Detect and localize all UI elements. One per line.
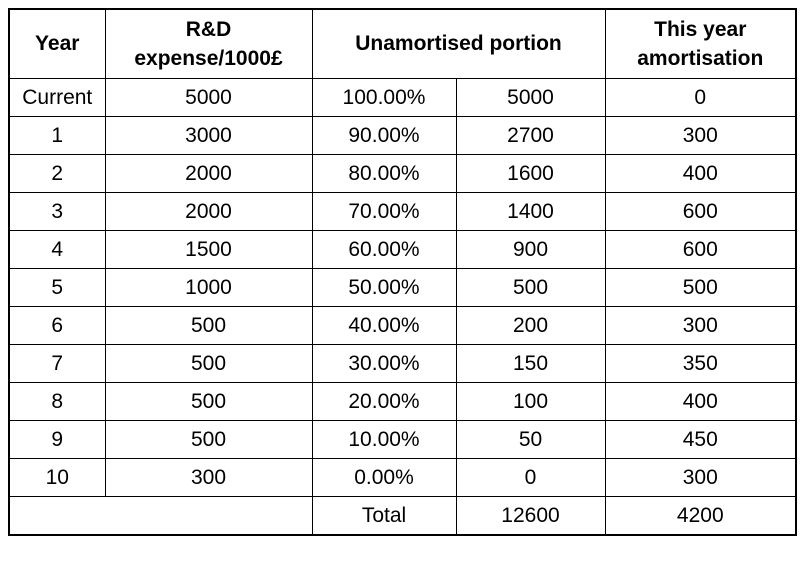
cell-unamortised-value: 1400	[455, 192, 606, 231]
header-this-year-amortisation: This year amortisation	[604, 8, 797, 79]
cell-unamortised-pct: 80.00%	[311, 154, 457, 193]
cell-expense: 2000	[104, 154, 313, 193]
total-row: Total 12600 4200	[8, 496, 797, 536]
page: Year R&D expense/1000£ Unamortised porti…	[8, 8, 798, 536]
cell-amortisation: 350	[604, 344, 797, 383]
cell-year: 5	[8, 268, 106, 307]
cell-unamortised-pct: 70.00%	[311, 192, 457, 231]
cell-amortisation: 600	[604, 230, 797, 269]
cell-expense: 3000	[104, 116, 313, 155]
table-row-9: 9 500 10.00% 50 450	[8, 420, 797, 459]
cell-year: 4	[8, 230, 106, 269]
cell-year: 7	[8, 344, 106, 383]
table-row-4: 4 1500 60.00% 900 600	[8, 230, 797, 269]
cell-year: 2	[8, 154, 106, 193]
cell-total-amortisation: 4200	[604, 496, 797, 536]
cell-year: 1	[8, 116, 106, 155]
cell-unamortised-pct: 20.00%	[311, 382, 457, 421]
cell-amortisation: 450	[604, 420, 797, 459]
amortisation-table: Year R&D expense/1000£ Unamortised porti…	[8, 8, 798, 536]
header-rd-expense: R&D expense/1000£	[104, 8, 313, 79]
table-row-6: 6 500 40.00% 200 300	[8, 306, 797, 345]
cell-amortisation: 500	[604, 268, 797, 307]
table-row-3: 3 2000 70.00% 1400 600	[8, 192, 797, 231]
cell-unamortised-value: 150	[455, 344, 606, 383]
cell-unamortised-value: 900	[455, 230, 606, 269]
cell-year: 8	[8, 382, 106, 421]
cell-unamortised-value: 5000	[455, 78, 606, 117]
table-row-current: Current 5000 100.00% 5000 0	[8, 78, 797, 117]
cell-amortisation: 300	[604, 458, 797, 497]
cell-expense: 500	[104, 382, 313, 421]
cell-amortisation: 400	[604, 382, 797, 421]
cell-expense: 300	[104, 458, 313, 497]
cell-unamortised-pct: 60.00%	[311, 230, 457, 269]
header-year: Year	[8, 8, 106, 79]
cell-unamortised-pct: 100.00%	[311, 78, 457, 117]
cell-unamortised-value: 1600	[455, 154, 606, 193]
cell-expense: 5000	[104, 78, 313, 117]
cell-unamortised-pct: 40.00%	[311, 306, 457, 345]
cell-year: 6	[8, 306, 106, 345]
cell-unamortised-pct: 90.00%	[311, 116, 457, 155]
cell-amortisation: 400	[604, 154, 797, 193]
cell-expense: 500	[104, 306, 313, 345]
header-row: Year R&D expense/1000£ Unamortised porti…	[8, 8, 797, 79]
cell-year: Current	[8, 78, 106, 117]
cell-unamortised-value: 0	[455, 458, 606, 497]
cell-unamortised-pct: 0.00%	[311, 458, 457, 497]
cell-amortisation: 300	[604, 306, 797, 345]
cell-expense: 500	[104, 420, 313, 459]
table-row-1: 1 3000 90.00% 2700 300	[8, 116, 797, 155]
table-row-10: 10 300 0.00% 0 300	[8, 458, 797, 497]
cell-expense: 500	[104, 344, 313, 383]
cell-unamortised-value: 50	[455, 420, 606, 459]
cell-unamortised-pct: 10.00%	[311, 420, 457, 459]
cell-unamortised-value: 500	[455, 268, 606, 307]
cell-unamortised-value: 200	[455, 306, 606, 345]
cell-year: 3	[8, 192, 106, 231]
cell-year: 9	[8, 420, 106, 459]
cell-total-unamortised: 12600	[455, 496, 606, 536]
table-row-8: 8 500 20.00% 100 400	[8, 382, 797, 421]
header-unamortised-portion: Unamortised portion	[311, 8, 606, 79]
cell-expense: 1000	[104, 268, 313, 307]
cell-unamortised-value: 2700	[455, 116, 606, 155]
cell-total-spacer	[8, 496, 313, 536]
cell-year: 10	[8, 458, 106, 497]
cell-amortisation: 600	[604, 192, 797, 231]
cell-unamortised-pct: 50.00%	[311, 268, 457, 307]
cell-amortisation: 0	[604, 78, 797, 117]
cell-unamortised-pct: 30.00%	[311, 344, 457, 383]
cell-total-label: Total	[311, 496, 457, 536]
table-row-2: 2 2000 80.00% 1600 400	[8, 154, 797, 193]
table-row-7: 7 500 30.00% 150 350	[8, 344, 797, 383]
cell-amortisation: 300	[604, 116, 797, 155]
cell-expense: 1500	[104, 230, 313, 269]
table-row-5: 5 1000 50.00% 500 500	[8, 268, 797, 307]
cell-expense: 2000	[104, 192, 313, 231]
cell-unamortised-value: 100	[455, 382, 606, 421]
